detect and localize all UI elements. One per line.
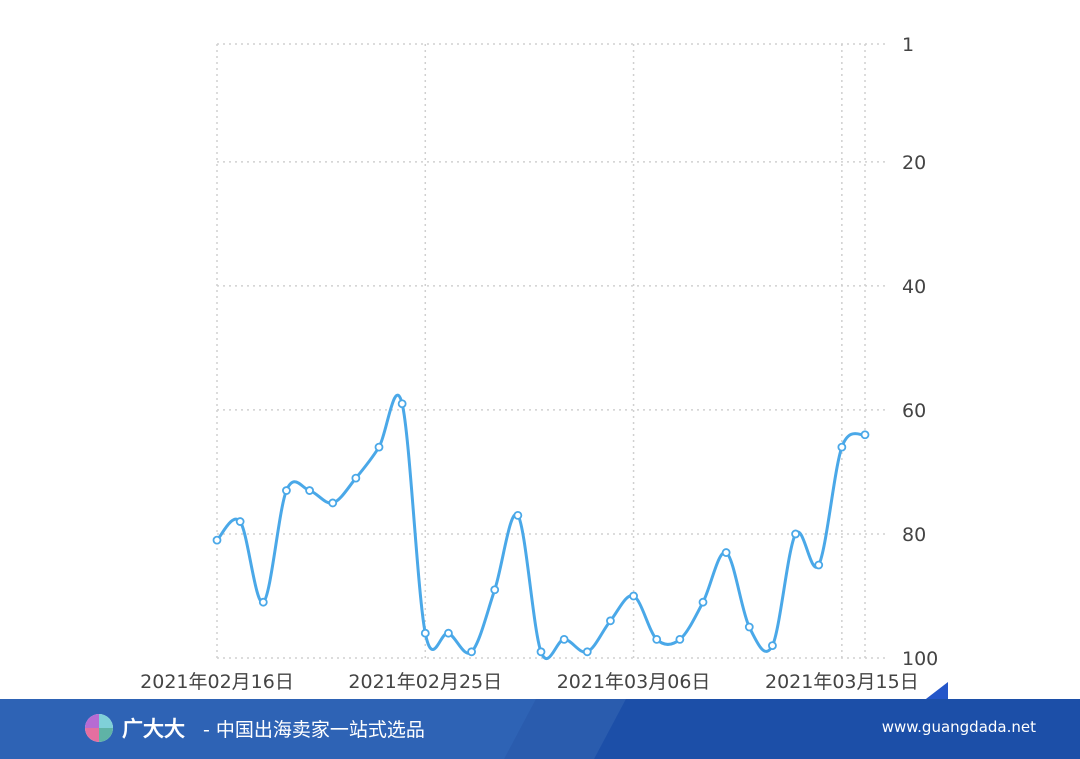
data-point [559, 634, 569, 644]
data-point [282, 486, 291, 495]
x-tick-label: 2021年02月16日 [140, 671, 294, 693]
brand-slogan: - 中国出海卖家一站式选品 [203, 718, 425, 741]
data-point [536, 647, 546, 657]
grid-lines [216, 43, 885, 659]
x-tick-label: 2021年02月25日 [348, 671, 502, 693]
footer-banner: 广大大 - 中国出海卖家一站式选品 www.guangdada.net [0, 699, 1080, 759]
data-points [212, 399, 870, 657]
data-point [305, 486, 314, 495]
y-tick-label: 60 [902, 400, 926, 422]
data-point [744, 622, 754, 632]
y-axis-ticks: 1 20 40 60 80 100 [902, 34, 938, 670]
data-point [721, 548, 731, 557]
data-point [837, 442, 847, 452]
y-tick-label: 20 [902, 152, 926, 174]
data-point [235, 517, 245, 526]
rank-series-line [215, 393, 867, 661]
data-point [675, 634, 685, 644]
data-point [420, 628, 430, 638]
pie-chart-logo-icon [85, 714, 113, 742]
site-url: www.guangdada.net [881, 718, 1036, 736]
data-point [444, 628, 453, 638]
data-point [258, 597, 268, 607]
data-point [328, 498, 338, 508]
brand-name: 广大大 [122, 717, 185, 741]
brand: 广大大 - 中国出海卖家一站式选品 [84, 712, 425, 744]
data-point [698, 597, 708, 607]
data-point [212, 535, 222, 545]
data-point [629, 591, 638, 601]
data-point [490, 585, 500, 595]
y-tick-label: 40 [902, 276, 926, 298]
data-point [791, 529, 800, 539]
data-point [351, 473, 361, 483]
data-point [768, 641, 777, 650]
x-axis-ticks: 2021年02月16日 2021年02月25日 2021年03月06日 2021年03… [140, 671, 919, 693]
data-point [467, 647, 476, 657]
data-point [860, 430, 870, 440]
y-tick-label: 100 [902, 648, 938, 670]
y-tick-label: 1 [902, 34, 914, 56]
x-tick-label: 2021年03月06日 [557, 671, 711, 693]
data-point [397, 399, 407, 409]
data-point [606, 616, 615, 626]
data-point [513, 510, 523, 520]
x-tick-label: 2021年03月15日 [765, 671, 919, 693]
data-point [814, 560, 824, 570]
data-point [652, 634, 662, 644]
data-point [582, 647, 592, 657]
y-tick-label: 80 [902, 524, 926, 546]
data-point [374, 442, 384, 452]
